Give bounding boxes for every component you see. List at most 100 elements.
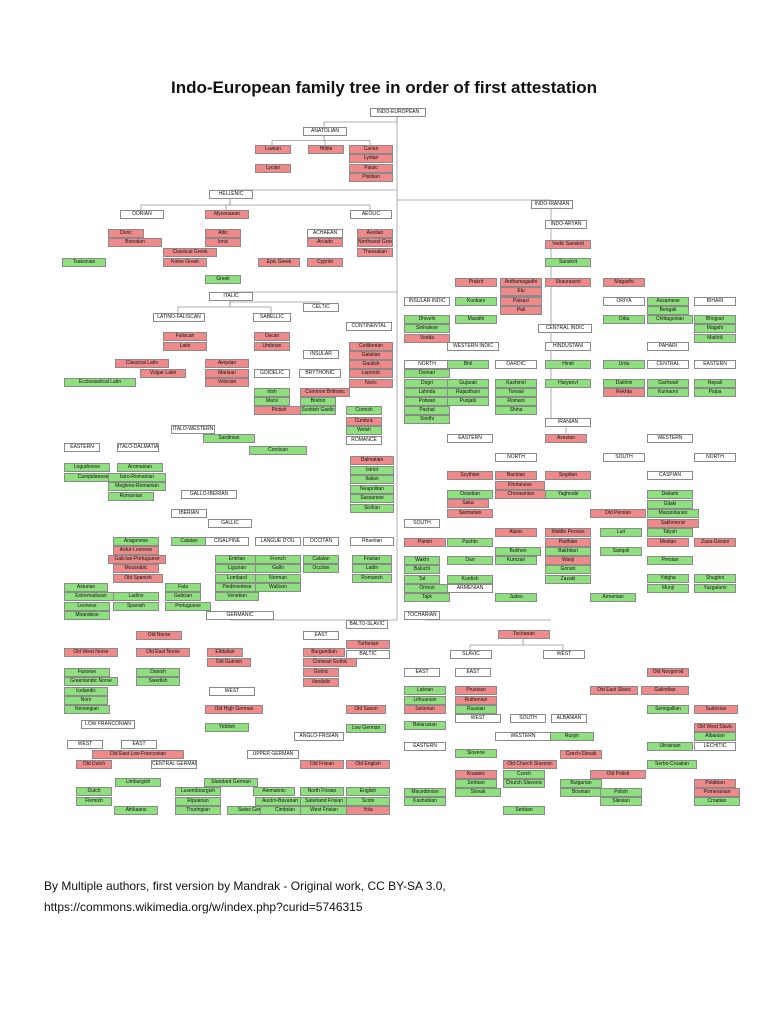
language-family-node: ITALO-WESTERN xyxy=(171,425,215,434)
language-node: Romanian xyxy=(108,492,154,501)
language-node: Shughni xyxy=(694,574,736,583)
language-family-node: DORIAN xyxy=(120,210,164,219)
language-node: Romani xyxy=(495,397,537,406)
language-node: Persian xyxy=(647,556,693,565)
language-node: Palaic xyxy=(349,164,393,173)
language-node: Tocharian xyxy=(498,630,550,639)
language-node: Austro-Bavarian xyxy=(255,797,305,806)
language-node: Odia xyxy=(603,315,645,324)
language-node: Deilami xyxy=(647,490,693,499)
language-node: Chorasmian xyxy=(495,490,547,499)
language-node: Dakhini xyxy=(603,379,645,388)
language-node: Old Norse xyxy=(136,631,182,640)
tree-edge xyxy=(469,640,524,650)
language-node: Manx xyxy=(254,397,290,406)
language-node: Mazandarani xyxy=(647,509,699,518)
credit-line-2[interactable]: https://commons.wikimedia.org/w/index.ph… xyxy=(44,900,363,914)
language-node: Semigallian xyxy=(647,705,689,714)
language-node: Megleno-Romanian xyxy=(108,482,166,491)
language-family-node: GALLIC xyxy=(208,519,252,528)
language-node: Standard German xyxy=(204,778,258,787)
language-node: Pomeranian xyxy=(694,788,740,797)
language-family-node: SLAVIC xyxy=(450,650,492,659)
language-node: Median xyxy=(647,538,689,547)
page-title: Indo-European family tree in order of fi… xyxy=(171,78,597,97)
language-node: Norn xyxy=(64,696,108,705)
language-node: Portuguese xyxy=(165,602,211,611)
language-node: Attic xyxy=(205,229,241,238)
language-node: Wakhi xyxy=(404,556,440,565)
language-node: Cypriot xyxy=(307,258,343,267)
language-node: Croatian xyxy=(694,797,740,806)
language-family-node: BIHARI xyxy=(694,297,736,306)
language-node: Avestan xyxy=(545,434,587,443)
language-node: Saka xyxy=(447,499,489,508)
language-node: Rajasthani xyxy=(447,388,489,397)
language-node: Venetian xyxy=(215,592,259,601)
language-node: Alemannic xyxy=(253,787,295,796)
language-node: Dalmatian xyxy=(350,456,394,465)
language-node: Urdu xyxy=(603,360,645,369)
language-node: Kumaoni xyxy=(647,388,689,397)
language-node: Ardhamagadhi xyxy=(500,278,542,287)
language-node: Marsian xyxy=(205,369,249,378)
language-family-node: GERMANIC xyxy=(206,611,274,620)
language-family-node: ROMANCE xyxy=(346,436,382,445)
language-node: Serbo-Croatian xyxy=(647,760,697,769)
language-node: Low German xyxy=(346,724,386,733)
language-node: Old Frisian xyxy=(300,760,344,769)
language-node: Macedonian xyxy=(404,788,446,797)
language-node: Ligurian xyxy=(215,564,259,573)
language-node: Scots xyxy=(346,797,390,806)
language-node: Istriot xyxy=(350,466,394,475)
language-node: Sarmatian xyxy=(447,509,493,518)
language-node: Bukhori xyxy=(495,547,541,556)
language-node: Ruthenian xyxy=(455,696,497,705)
language-node: Vulgar Latin xyxy=(140,369,186,378)
language-node: Yidgha xyxy=(647,574,689,583)
language-node: Yazgulami xyxy=(694,584,736,593)
language-node: Munji xyxy=(647,584,689,593)
language-node: Fala xyxy=(165,583,201,592)
language-node: Mirandese xyxy=(64,611,110,620)
language-node: Faroese xyxy=(64,668,110,677)
language-family-node: ALBANIAN xyxy=(551,714,587,723)
language-node: Kumzari xyxy=(495,556,537,565)
language-family-node: CENTRAL GERMAN xyxy=(151,760,197,769)
language-node: Noric xyxy=(349,379,393,388)
language-node: Elu xyxy=(500,287,542,296)
language-node: Epic Greek xyxy=(258,258,300,267)
language-family-node: INSULAR xyxy=(303,350,339,359)
language-family-node: IRANIAN xyxy=(545,418,591,427)
language-family-node: WESTERN xyxy=(647,434,693,443)
language-node: Vedda xyxy=(404,334,450,343)
language-node: Sinhalese xyxy=(404,324,450,333)
language-family-node: INDO-EUROPEAN xyxy=(370,108,426,117)
language-node: Dutch xyxy=(76,787,112,796)
language-node: Gallo xyxy=(255,564,301,573)
language-node: Albanian xyxy=(694,732,736,741)
language-node: Lithuanian xyxy=(404,696,446,705)
language-node: Sorbian xyxy=(455,779,497,788)
language-node: Greek xyxy=(205,275,241,284)
language-node: Hindi xyxy=(545,360,591,369)
language-node: Logudorese xyxy=(64,463,110,472)
tree-edge xyxy=(229,301,272,313)
language-family-node: EASTERN xyxy=(404,742,446,751)
language-node: Ripuarian xyxy=(175,797,221,806)
language-node: Selonian xyxy=(404,705,446,714)
language-node: Ormuri xyxy=(404,584,450,593)
language-node: Ionic xyxy=(205,238,241,247)
language-node: Tajik xyxy=(404,593,450,602)
language-node: Russian xyxy=(455,705,497,714)
language-node: Extremaduran xyxy=(64,592,118,601)
language-node: Saterland Frisian xyxy=(300,797,348,806)
language-node: Lahnda xyxy=(404,388,450,397)
language-node: Limburgish xyxy=(115,778,161,787)
language-node: Judeo xyxy=(495,593,537,602)
language-family-node: SOUTH xyxy=(603,453,645,462)
language-node: Maithili xyxy=(694,334,736,343)
language-node: Old East Norse xyxy=(136,648,190,657)
language-node: Sassarese xyxy=(350,494,394,503)
language-family-node: SOUTH xyxy=(510,714,546,723)
